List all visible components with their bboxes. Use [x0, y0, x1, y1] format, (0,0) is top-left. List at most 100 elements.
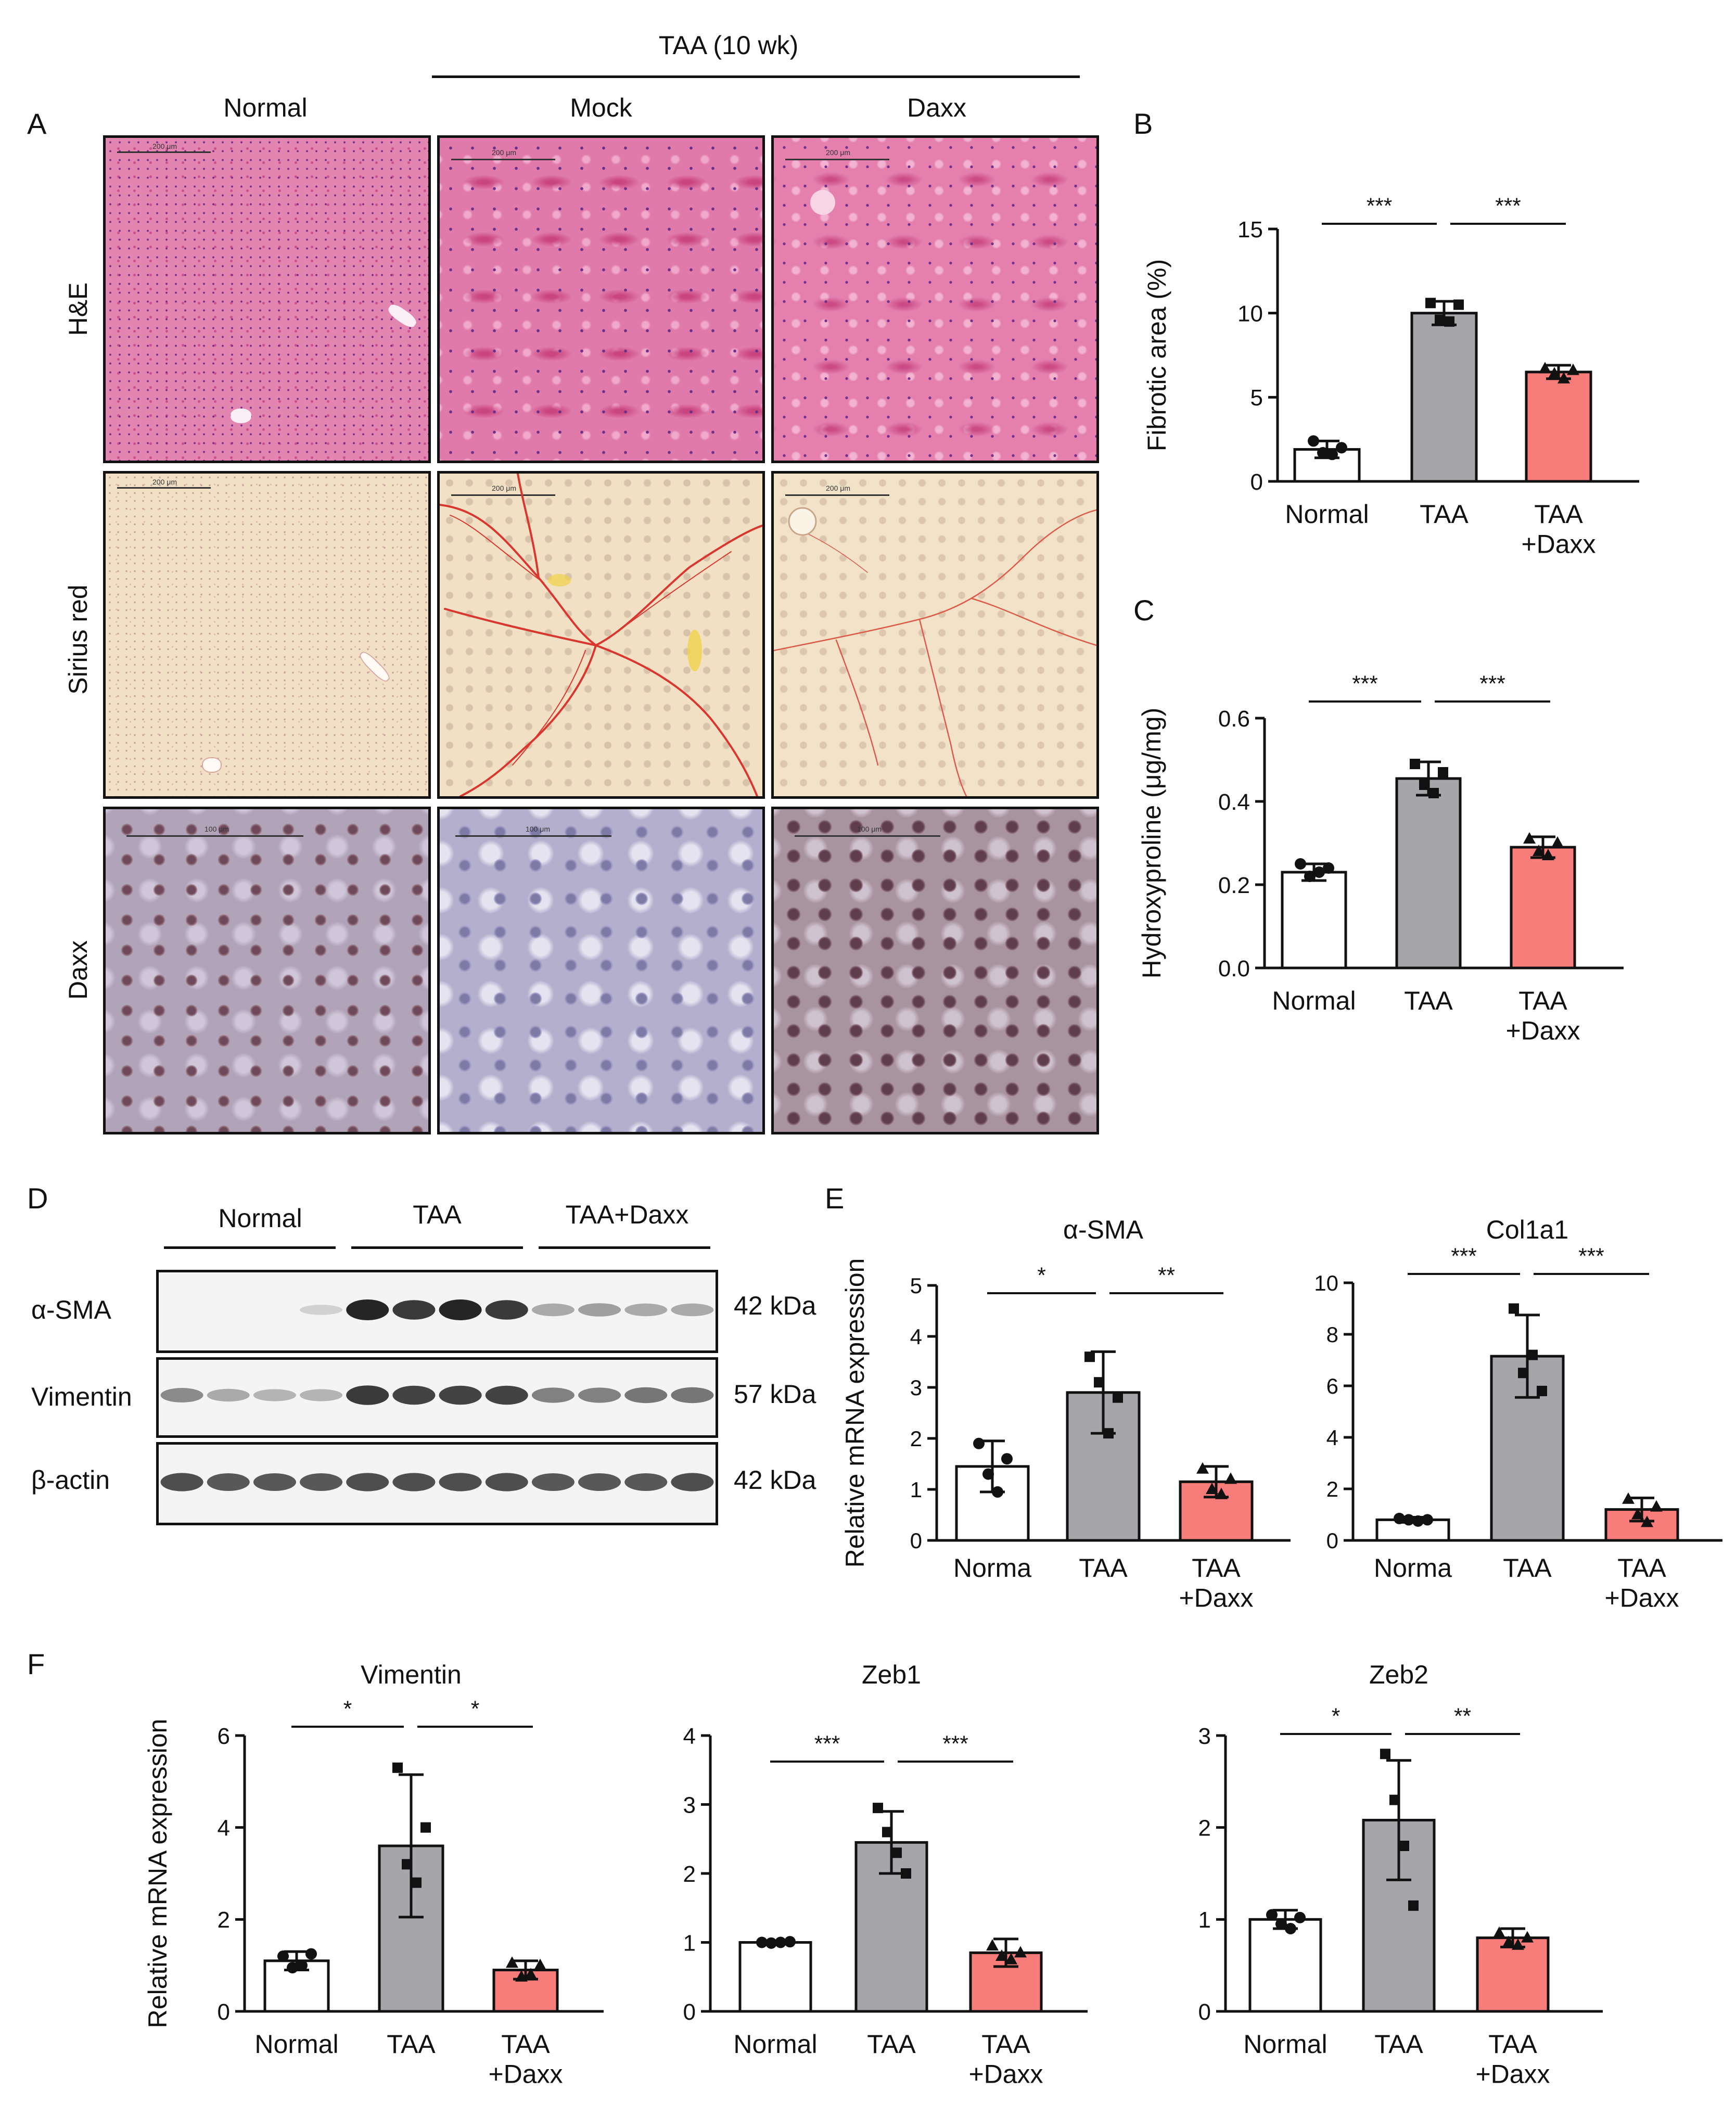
y-tick-label: 3: [1198, 1724, 1211, 1749]
x-tick-label: Normal: [1272, 986, 1356, 1015]
row-label-he: H&E: [63, 282, 93, 336]
data-point: [1304, 871, 1316, 882]
x-tick-label: TAA: [501, 2030, 550, 2059]
data-point: [973, 1437, 985, 1449]
y-tick-label: 4: [218, 1816, 230, 1841]
significance-label: ***: [1451, 1244, 1477, 1269]
scale-bar: [126, 835, 303, 837]
data-point: [1399, 1841, 1409, 1851]
y-tick-label: 0.0: [1218, 956, 1250, 981]
wb-band: [531, 1387, 575, 1403]
wb-group-line-normal: [164, 1246, 336, 1249]
data-point: [1380, 1749, 1390, 1759]
data-point: [1512, 1938, 1524, 1950]
vessel-lumen: [202, 757, 222, 773]
wb-band: [624, 1387, 668, 1404]
data-point: [1206, 1483, 1218, 1494]
vessel-lumen: [386, 301, 419, 330]
chart-c-hydroxyproline: Hydroxyproline (μg/mg) 0.0 0.2 0.4 0.6 Normal…: [1137, 672, 1624, 1045]
y-tick-label: 1: [683, 1930, 696, 1956]
y-tick-label: 1: [1198, 1907, 1211, 1933]
wb-band: [300, 1305, 343, 1315]
wb-band: [346, 1385, 389, 1405]
daxx-daxx-image: 100 μm: [771, 807, 1099, 1134]
scale-label: 200 μm: [826, 148, 850, 157]
y-tick-label: 2: [683, 1861, 696, 1887]
y-tick-label: 4: [910, 1324, 922, 1349]
column-header-mock: Mock: [570, 93, 632, 122]
significance-label: ***: [1578, 1244, 1604, 1269]
data-point: [1548, 367, 1561, 379]
y-tick-label: 0.2: [1218, 873, 1250, 898]
wb-band: [253, 1473, 296, 1491]
wb-band: [300, 1389, 343, 1401]
chart-f-vimentin: Vimentin Relative mRNA expression 0 2 4 6 Norm…: [143, 1660, 604, 2089]
significance-label: *: [1037, 1264, 1046, 1288]
data-point: [1323, 862, 1334, 874]
data-point: [1394, 1512, 1405, 1524]
row-label-sirius-red: Sirius red: [63, 584, 93, 695]
chart-title: Vimentin: [361, 1660, 462, 1689]
x-tick-label: TAA: [981, 2030, 1030, 2059]
significance-label: ***: [1352, 672, 1378, 696]
data-point: [1453, 299, 1464, 310]
y-tick-label: 6: [218, 1724, 230, 1749]
data-point: [1094, 1377, 1104, 1388]
data-point: [1567, 363, 1579, 375]
scale-label: 200 μm: [826, 484, 850, 492]
data-point: [1551, 836, 1564, 848]
data-point: [1422, 1514, 1433, 1526]
data-point: [277, 1950, 289, 1962]
he-normal-image: 200 μm: [103, 135, 431, 463]
wb-size-bactin: 42 kDa: [734, 1465, 816, 1495]
data-point: [891, 1847, 902, 1858]
wb-band: [485, 1300, 528, 1320]
data-point: [1425, 298, 1436, 309]
vessel-lumen: [810, 190, 835, 215]
wb-band: [578, 1303, 621, 1317]
wb-band: [346, 1299, 389, 1320]
wb-band: [671, 1387, 714, 1404]
data-point: [1410, 759, 1420, 769]
y-tick-label: 2: [1198, 1816, 1211, 1841]
he-mock-image: 200 μm: [437, 135, 765, 463]
x-tick-label: +Daxx: [1521, 530, 1595, 559]
data-point: [392, 1762, 403, 1773]
chart-e-asma: α-SMA Relative mRNA expression 0 1 2 3 4 5 Norma…: [843, 1215, 1291, 1613]
y-axis-label: Fibrotic area (%): [1142, 259, 1171, 452]
bar: [263, 1959, 330, 2013]
data-point: [1641, 1515, 1653, 1527]
data-point: [901, 1868, 911, 1879]
sirius-mock-image: 200 μm: [437, 471, 765, 799]
x-tick-label: +Daxx: [968, 2060, 1043, 2089]
data-point: [1014, 1946, 1027, 1958]
x-tick-label: Normal: [1243, 2030, 1327, 2059]
scale-bar: [117, 487, 211, 489]
significance-label: *: [1332, 1704, 1341, 1729]
data-point: [1196, 1462, 1209, 1474]
wb-band: [392, 1385, 436, 1405]
wb-strip-bactin: [156, 1442, 718, 1525]
wb-label-bactin: β-actin: [31, 1465, 110, 1495]
y-tick-label: 15: [1237, 217, 1263, 243]
vessel-lumen: [357, 649, 392, 684]
panel-label-c: C: [1133, 594, 1155, 627]
x-tick-label: Norma: [1374, 1553, 1452, 1583]
wb-band: [439, 1473, 482, 1491]
y-tick-label: 0: [683, 1999, 696, 2025]
y-tick-label: 4: [1326, 1425, 1338, 1450]
y-tick-label: 10: [1314, 1271, 1338, 1295]
wb-strip-asma: [156, 1270, 718, 1353]
data-point: [873, 1803, 883, 1814]
x-tick-label: +Daxx: [1505, 1016, 1580, 1045]
wb-band: [624, 1473, 668, 1491]
scale-label: 200 μm: [152, 478, 177, 486]
wb-band: [392, 1300, 436, 1320]
bar: [738, 1941, 812, 2013]
daxx-mock-image: 100 μm: [437, 807, 765, 1134]
y-tick-label: 0.6: [1218, 706, 1250, 732]
scale-bar: [451, 494, 555, 496]
row-label-daxx: Daxx: [63, 940, 93, 1000]
